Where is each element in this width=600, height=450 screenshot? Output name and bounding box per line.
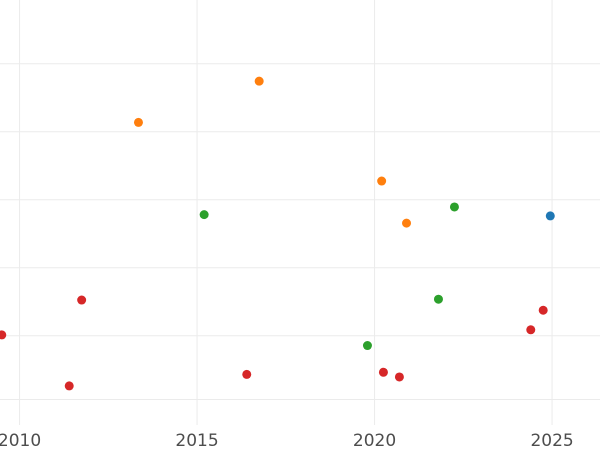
scatter-point bbox=[538, 305, 548, 315]
scatter-point bbox=[526, 325, 536, 335]
scatter-point bbox=[402, 218, 412, 228]
scatter-point bbox=[378, 367, 388, 377]
scatter-point bbox=[433, 294, 443, 304]
scatter-point bbox=[362, 341, 372, 351]
scatter-point bbox=[77, 295, 87, 305]
scatter-point bbox=[242, 369, 252, 379]
scatter-point bbox=[133, 117, 143, 127]
x-tick-label: 2010 bbox=[0, 431, 41, 450]
scatter-point bbox=[394, 372, 404, 382]
x-tick-label: 2025 bbox=[530, 431, 573, 450]
scatter-point bbox=[449, 202, 459, 212]
x-tick-label: 2015 bbox=[175, 431, 218, 450]
scatter-point bbox=[254, 76, 264, 86]
scatter-point bbox=[64, 381, 74, 391]
data-points bbox=[0, 76, 555, 391]
x-tick-label: 2020 bbox=[353, 431, 396, 450]
scatter-point bbox=[199, 210, 209, 220]
gridlines bbox=[0, 0, 600, 425]
scatter-point bbox=[0, 330, 7, 340]
scatter-point bbox=[545, 211, 555, 221]
x-axis-tick-labels: 2010 2015 2020 2025 bbox=[0, 431, 574, 450]
scatter-point bbox=[377, 176, 387, 186]
